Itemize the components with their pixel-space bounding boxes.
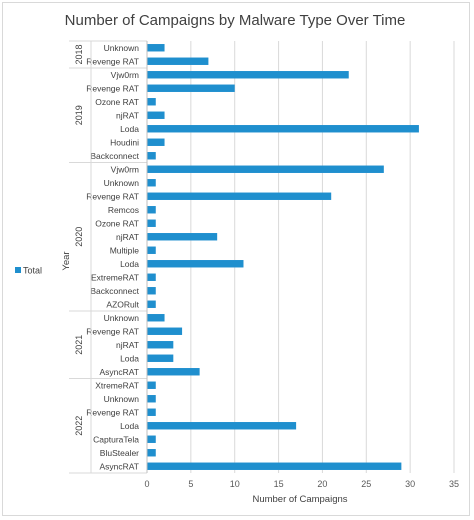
x-tick-label: 5 xyxy=(188,479,193,489)
category-label: Unknown xyxy=(104,394,140,404)
category-label: BluStealer xyxy=(100,448,139,458)
bar xyxy=(147,246,156,254)
chart-title: Number of Campaigns by Malware Type Over… xyxy=(65,12,406,29)
bar-chart: Number of Campaigns by Malware Type Over… xyxy=(15,12,459,505)
bar xyxy=(147,408,156,416)
x-tick-label: 10 xyxy=(230,479,240,489)
category-label: Remcos xyxy=(108,205,139,215)
bar xyxy=(147,98,156,106)
bar xyxy=(147,368,200,376)
category-label: njRAT xyxy=(116,340,139,350)
bar xyxy=(147,273,156,281)
bar xyxy=(147,300,156,308)
category-label: Unknown xyxy=(104,178,140,188)
category-label: CapturaTela xyxy=(93,434,139,444)
bar xyxy=(147,192,332,200)
bar xyxy=(147,125,419,133)
bar xyxy=(147,179,156,187)
bar xyxy=(147,233,218,241)
x-tick-label: 0 xyxy=(144,479,149,489)
category-label: Ozone RAT xyxy=(95,97,139,107)
category-label: Loda xyxy=(120,421,139,431)
category-label: njRAT xyxy=(116,110,139,120)
category-label: ExtremeRAT xyxy=(91,272,139,282)
bar xyxy=(147,449,156,457)
category-label: Loda xyxy=(120,353,139,363)
bar xyxy=(147,260,244,268)
bar xyxy=(147,219,156,227)
legend-swatch xyxy=(15,267,21,273)
category-label: njRAT xyxy=(116,232,139,242)
category-label: AsyncRAT xyxy=(99,367,139,377)
bar xyxy=(147,462,402,470)
x-tick-labels: 0 5 10 15 20 25 30 35 xyxy=(144,479,459,489)
category-label: Ozone RAT xyxy=(95,218,139,228)
bars xyxy=(147,44,419,470)
bar xyxy=(147,111,165,119)
bar xyxy=(147,71,349,79)
bar xyxy=(147,327,183,335)
bar xyxy=(147,341,174,349)
category-label: Vjw0rm xyxy=(111,70,139,80)
year-label: 2020 xyxy=(74,227,84,247)
category-label: AZORult xyxy=(106,299,139,309)
legend-label: Total xyxy=(23,266,42,276)
category-label: Revenge RAT xyxy=(86,83,139,93)
x-tick-label: 15 xyxy=(274,479,284,489)
bar xyxy=(147,152,156,160)
category-label: XtremeRAT xyxy=(95,380,139,390)
chart-frame: Number of Campaigns by Malware Type Over… xyxy=(2,2,470,516)
bar xyxy=(147,165,384,173)
year-label: 2018 xyxy=(74,44,84,64)
x-tick-label: 25 xyxy=(361,479,371,489)
year-label: 2021 xyxy=(74,335,84,355)
x-tick-label: 30 xyxy=(405,479,415,489)
category-label: Vjw0rm xyxy=(111,164,139,174)
year-labels: 2018 2019 2020 2021 2022 xyxy=(69,40,148,474)
bar xyxy=(147,44,165,52)
bar xyxy=(147,314,165,322)
x-tick-label: 20 xyxy=(317,479,327,489)
category-label: Houdini xyxy=(110,137,139,147)
category-label: Loda xyxy=(120,259,139,269)
category-label: Unknown xyxy=(104,313,140,323)
category-label: Revenge RAT xyxy=(86,326,139,336)
bar xyxy=(147,422,297,430)
bar xyxy=(147,138,165,146)
category-label: AsyncRAT xyxy=(99,461,139,471)
bar xyxy=(147,435,156,443)
category-label: Unknown xyxy=(104,43,140,53)
year-label: 2022 xyxy=(74,416,84,436)
bar xyxy=(147,354,174,362)
y-axis-title: Year xyxy=(61,251,72,270)
category-label: Loda xyxy=(120,124,139,134)
category-labels: Unknown Revenge RAT Vjw0rm Revenge RAT Ozone… xyxy=(86,43,139,472)
bar xyxy=(147,395,156,403)
year-label: 2019 xyxy=(74,105,84,125)
grid-lines xyxy=(146,41,455,473)
legend: Total xyxy=(15,266,42,276)
bar xyxy=(147,381,156,389)
category-label: Revenge RAT xyxy=(86,407,139,417)
bar xyxy=(147,206,156,214)
category-label: Backconnect xyxy=(90,286,139,296)
x-tick-label: 35 xyxy=(449,479,459,489)
bar xyxy=(147,287,156,295)
category-label: Revenge RAT xyxy=(86,56,139,66)
category-label: Backconnect xyxy=(90,151,139,161)
bar xyxy=(147,84,235,92)
bar xyxy=(147,57,209,65)
x-axis-title: Number of Campaigns xyxy=(252,494,347,505)
category-label: Revenge RAT xyxy=(86,191,139,201)
category-label: Multiple xyxy=(110,245,140,255)
